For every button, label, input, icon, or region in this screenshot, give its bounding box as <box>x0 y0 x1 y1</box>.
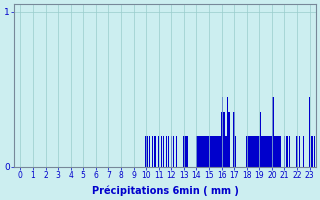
Bar <box>211 136 212 167</box>
Bar <box>250 136 251 167</box>
Bar <box>158 136 159 167</box>
Bar <box>186 136 187 167</box>
Bar <box>198 136 200 167</box>
Bar <box>265 136 266 167</box>
Bar <box>314 136 315 167</box>
Bar <box>146 136 147 167</box>
Bar <box>183 136 184 167</box>
Bar <box>223 112 225 167</box>
Bar <box>270 136 271 167</box>
Bar <box>271 136 272 167</box>
Bar <box>261 136 262 167</box>
Bar <box>275 136 276 167</box>
Bar <box>289 136 290 167</box>
Bar <box>262 136 264 167</box>
Bar <box>176 136 177 167</box>
Bar <box>203 136 204 167</box>
Bar <box>279 136 280 167</box>
Bar <box>222 97 223 167</box>
Bar <box>152 136 153 167</box>
Bar <box>196 136 197 167</box>
Bar <box>187 136 188 167</box>
Bar <box>204 136 206 167</box>
Bar <box>215 136 216 167</box>
Bar <box>264 136 265 167</box>
Bar <box>197 136 198 167</box>
Bar <box>173 136 174 167</box>
Bar <box>168 136 169 167</box>
Bar <box>201 136 202 167</box>
Bar <box>280 136 281 167</box>
Bar <box>149 136 150 167</box>
Bar <box>235 136 236 167</box>
Bar <box>210 136 211 167</box>
Bar <box>207 136 208 167</box>
Bar <box>208 136 210 167</box>
Bar <box>252 136 253 167</box>
Bar <box>212 136 213 167</box>
Bar <box>259 136 260 167</box>
Bar <box>228 112 230 167</box>
Bar <box>147 136 148 167</box>
Bar <box>276 136 277 167</box>
Bar <box>165 136 167 167</box>
Bar <box>226 136 227 167</box>
Bar <box>249 136 250 167</box>
Bar <box>202 136 203 167</box>
Bar <box>200 136 201 167</box>
Bar <box>218 136 220 167</box>
Bar <box>284 136 285 167</box>
Bar <box>286 136 288 167</box>
Bar <box>184 136 186 167</box>
Bar <box>163 136 164 167</box>
Bar <box>311 136 313 167</box>
Bar <box>247 136 249 167</box>
X-axis label: Précipitations 6min ( mm ): Précipitations 6min ( mm ) <box>92 185 238 196</box>
Bar <box>303 136 304 167</box>
Bar <box>309 97 310 167</box>
Bar <box>206 136 207 167</box>
Bar <box>256 136 257 167</box>
Bar <box>277 136 279 167</box>
Bar <box>213 136 215 167</box>
Bar <box>253 136 255 167</box>
Bar <box>251 136 252 167</box>
Bar <box>257 136 259 167</box>
Bar <box>225 136 226 167</box>
Bar <box>234 112 235 167</box>
Bar <box>216 136 217 167</box>
Bar <box>221 112 222 167</box>
Bar <box>299 136 300 167</box>
Bar <box>154 136 156 167</box>
Bar <box>246 136 247 167</box>
Bar <box>266 136 268 167</box>
Bar <box>161 136 162 167</box>
Bar <box>260 112 261 167</box>
Bar <box>296 136 298 167</box>
Bar <box>269 136 270 167</box>
Bar <box>255 136 256 167</box>
Bar <box>268 136 269 167</box>
Bar <box>227 97 228 167</box>
Bar <box>272 97 274 167</box>
Bar <box>220 136 221 167</box>
Bar <box>171 136 172 167</box>
Bar <box>217 136 218 167</box>
Bar <box>274 136 275 167</box>
